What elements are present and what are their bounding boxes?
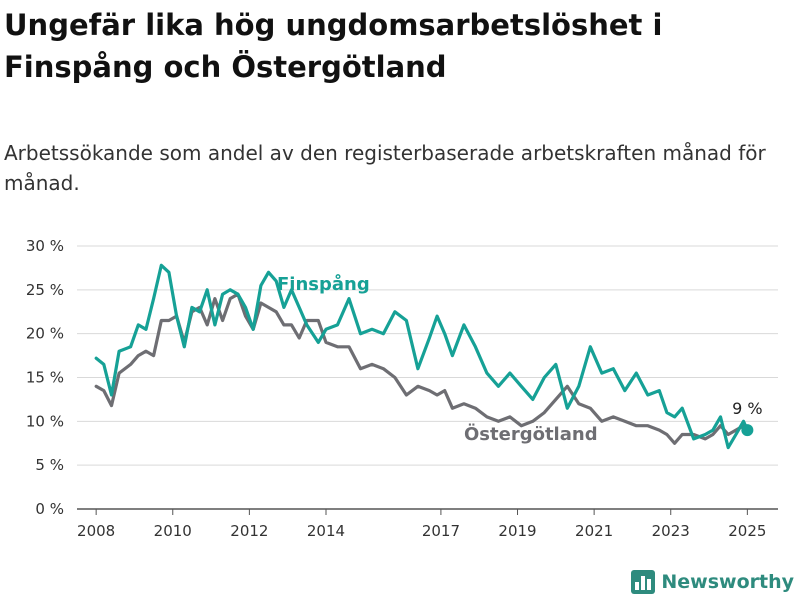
chart-title: Ungefär lika hög ungdomsarbetslöshet i F…: [4, 8, 663, 84]
y-axis-ticks: 0 % 5 % 10 % 15 % 20 % 25 % 30 %: [26, 237, 64, 518]
x-tick-label: 2010: [154, 522, 192, 540]
x-tick-label: 2017: [422, 522, 460, 540]
end-point-marker: [741, 424, 754, 437]
y-tick-label: 15 %: [26, 369, 64, 387]
y-tick-label: 0 %: [35, 500, 64, 518]
y-tick-label: 25 %: [26, 281, 64, 299]
series-lines: [94, 263, 750, 450]
chart-subtitle: Arbetssökande som andel av den registerb…: [4, 141, 766, 195]
series-labels: Finspång Östergötland 9 %: [277, 273, 763, 445]
series-label-ostergotland: Östergötland: [464, 423, 598, 445]
x-tick-label: 2023: [652, 522, 690, 540]
y-tick-label: 30 %: [26, 237, 64, 255]
x-tick-label: 2021: [575, 522, 613, 540]
brand-logo: Newsworthy: [631, 570, 794, 594]
series-label-finspang: Finspång: [277, 273, 370, 295]
x-tick-label: 2025: [728, 522, 766, 540]
x-tick-label: 2014: [307, 522, 345, 540]
x-tick-label: 2012: [230, 522, 268, 540]
y-tick-label: 10 %: [26, 412, 64, 430]
gridlines: [77, 245, 778, 510]
y-tick-label: 20 %: [26, 325, 64, 343]
x-axis: 2008 2010 2012 2014 2017 2019 2021 2023 2025: [77, 509, 766, 540]
end-value-label: 9 %: [732, 399, 762, 418]
x-tick-label: 2019: [498, 522, 536, 540]
brand-name: Newsworthy: [661, 571, 794, 593]
bar-chart-icon: [631, 570, 656, 594]
x-tick-label: 2008: [77, 522, 115, 540]
series-line-finspang: [94, 263, 750, 450]
y-tick-label: 5 %: [35, 456, 64, 474]
